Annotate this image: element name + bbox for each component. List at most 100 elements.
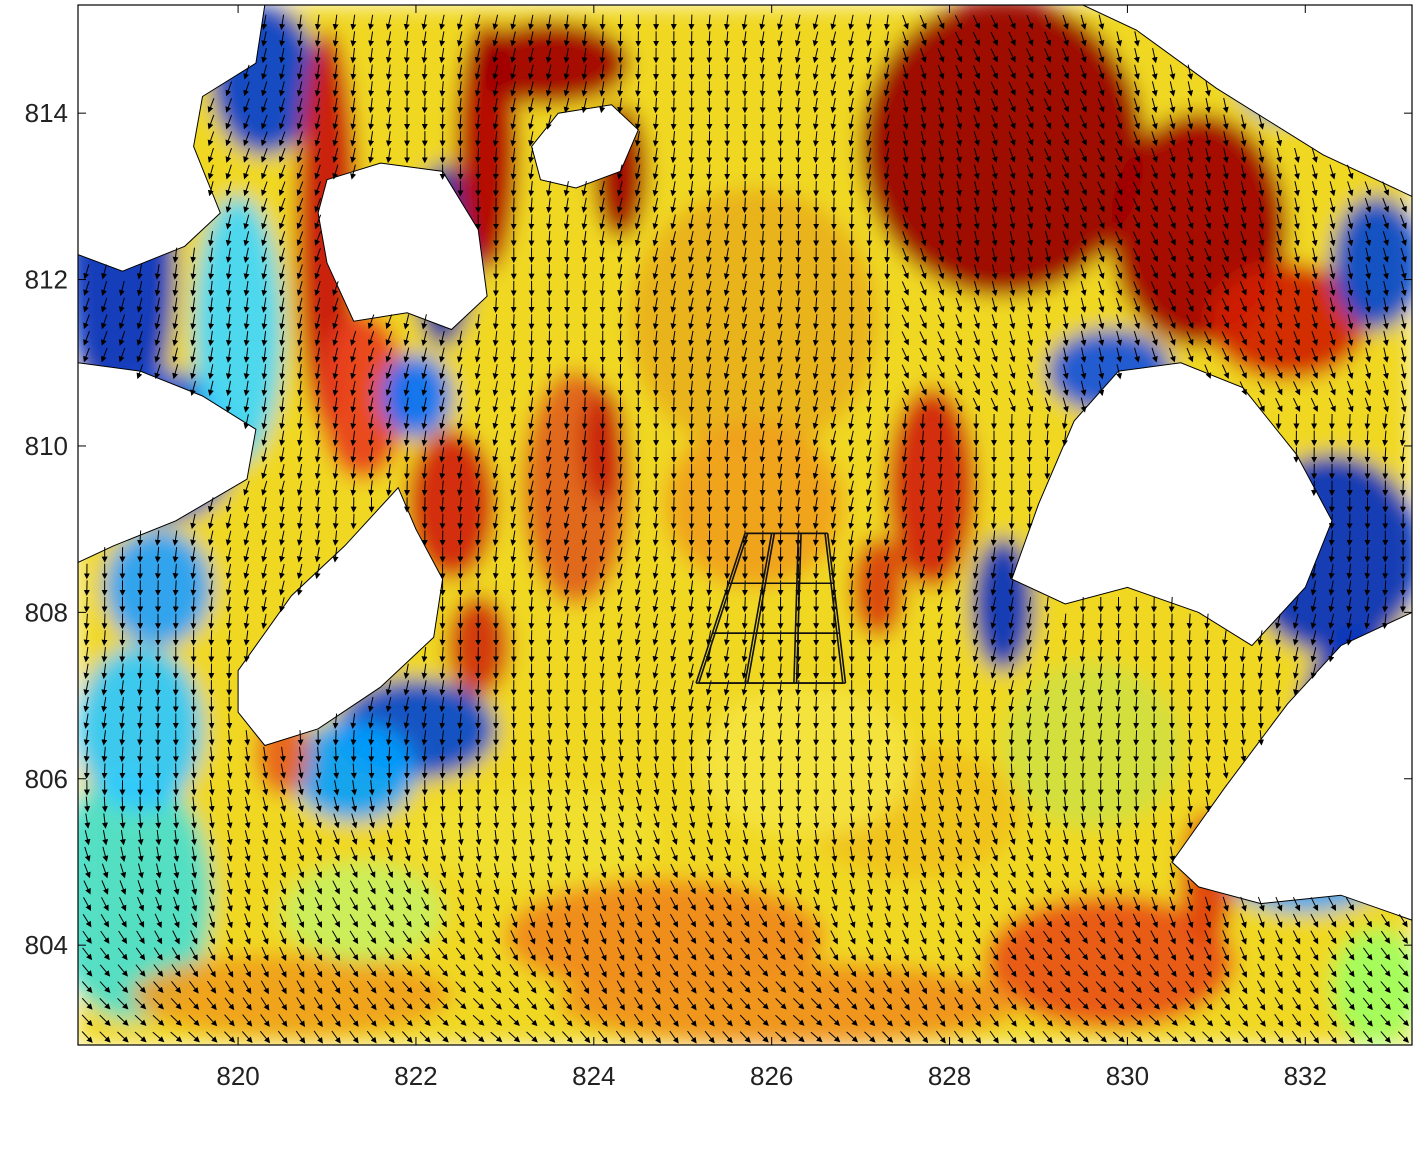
velocity-arrow: [1166, 1031, 1179, 1043]
velocity-arrow: [615, 1030, 626, 1044]
velocity-arrow: [1097, 763, 1104, 779]
velocity-arrow: [99, 1014, 111, 1027]
velocity-arrow: [404, 780, 411, 796]
velocity-arrow: [848, 613, 855, 630]
speed-blob-23: [860, 5, 1146, 297]
velocity-arrow: [706, 31, 713, 47]
velocity-arrow: [989, 997, 999, 1011]
velocity-arrow: [278, 997, 287, 1011]
velocity-arrow: [757, 998, 769, 1010]
velocity-arrow: [936, 997, 946, 1011]
velocity-arrow: [1131, 998, 1143, 1010]
velocity-arrow: [439, 796, 446, 813]
velocity-arrow: [918, 1030, 929, 1044]
velocity-arrow: [1222, 663, 1229, 680]
velocity-arrow: [990, 730, 997, 746]
velocity-arrow: [457, 796, 464, 813]
velocity-arrow: [368, 746, 375, 763]
velocity-arrow: [1133, 796, 1140, 813]
velocity-arrow: [1166, 1014, 1178, 1026]
velocity-arrow: [989, 1014, 999, 1028]
velocity-arrow: [687, 997, 697, 1011]
velocity-arrow: [1380, 1014, 1391, 1027]
velocity-arrow: [1398, 997, 1409, 1010]
velocity-arrow: [598, 1014, 608, 1027]
x-tick-label: 832: [1284, 1061, 1327, 1091]
velocity-arrow: [919, 413, 926, 430]
velocity-arrow: [419, 1014, 431, 1027]
velocity-arrow: [830, 180, 837, 197]
velocity-arrow: [1008, 513, 1015, 530]
velocity-arrow: [775, 1031, 787, 1043]
x-tick-label: 822: [394, 1061, 437, 1091]
velocity-arrow: [1327, 1030, 1337, 1044]
velocity-arrow: [900, 1014, 911, 1027]
velocity-arrow: [81, 1014, 93, 1027]
velocity-arrow: [901, 980, 910, 995]
velocity-arrow: [242, 997, 252, 1011]
velocity-arrow: [1256, 1014, 1266, 1027]
velocity-arrow: [402, 981, 413, 994]
velocity-arrow: [190, 613, 197, 630]
velocity-arrow: [901, 680, 908, 696]
velocity-arrow: [1364, 547, 1371, 563]
velocity-arrow: [775, 998, 787, 1010]
velocity-arrow: [528, 214, 535, 230]
velocity-arrow: [1007, 1014, 1017, 1027]
velocity-arrow: [457, 131, 464, 147]
velocity-arrow: [651, 997, 661, 1011]
velocity-arrow: [971, 1030, 982, 1044]
velocity-arrow: [1007, 980, 1017, 994]
velocity-arrow: [1309, 1030, 1320, 1044]
velocity-arrow: [581, 280, 588, 297]
velocity-arrow: [119, 796, 126, 813]
velocity-arrow: [759, 613, 766, 630]
velocity-arrow: [1311, 480, 1318, 497]
velocity-arrow: [688, 14, 695, 31]
velocity-arrow: [757, 1031, 769, 1043]
velocity-arrow: [599, 14, 606, 31]
velocity-arrow: [617, 330, 624, 347]
speed-blob-8: [318, 312, 408, 480]
velocity-arrow: [117, 981, 129, 994]
velocity-arrow: [724, 463, 731, 480]
velocity-arrow: [1024, 1014, 1035, 1027]
y-tick-label: 808: [25, 597, 68, 627]
velocity-arrow: [795, 796, 802, 813]
velocity-arrow: [152, 1031, 165, 1043]
velocity-arrow: [475, 796, 482, 813]
velocity-arrow: [421, 81, 428, 97]
velocity-arrow: [724, 780, 731, 796]
velocity-arrow: [1168, 730, 1175, 746]
velocity-arrow: [936, 1014, 946, 1028]
y-tick-label: 814: [25, 98, 68, 128]
velocity-arrow: [1113, 1014, 1125, 1026]
velocity-arrow: [1095, 998, 1107, 1010]
speed-blob-9: [380, 354, 452, 438]
velocity-arrow: [1184, 997, 1196, 1010]
velocity-arrow: [635, 713, 642, 729]
velocity-arrow: [454, 1014, 467, 1026]
velocity-arrow: [1007, 997, 1017, 1011]
velocity-arrow: [1328, 513, 1335, 530]
velocity-arrow: [563, 980, 572, 994]
velocity-arrow: [135, 981, 146, 994]
velocity-arrow: [616, 1014, 626, 1028]
velocity-arrow: [564, 663, 571, 680]
velocity-arrow: [437, 981, 449, 994]
velocity-arrow: [134, 1031, 147, 1043]
velocity-arrow: [224, 1014, 235, 1027]
x-tick-label: 824: [572, 1061, 615, 1091]
velocity-arrow: [260, 997, 270, 1011]
velocity-arrow: [1042, 1014, 1053, 1027]
velocity-arrow: [81, 981, 93, 994]
velocity-arrow: [1346, 530, 1353, 546]
velocity-arrow: [117, 998, 129, 1010]
velocity-arrow: [706, 547, 713, 563]
velocity-arrow: [1024, 980, 1035, 994]
velocity-arrow: [1380, 997, 1391, 1010]
velocity-arrow: [1274, 997, 1283, 1011]
velocity-arrow: [866, 347, 873, 363]
velocity-arrow: [900, 1031, 911, 1044]
velocity-arrow: [402, 997, 413, 1010]
